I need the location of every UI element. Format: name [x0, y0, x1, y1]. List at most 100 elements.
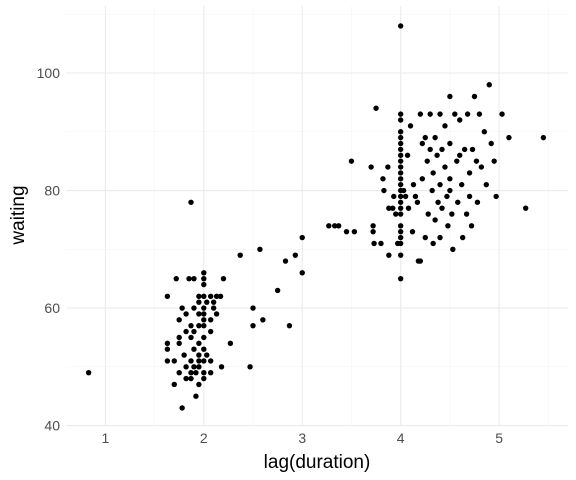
data-point — [282, 258, 289, 264]
data-point — [397, 23, 404, 29]
data-point — [176, 334, 182, 341]
data-point — [397, 164, 404, 170]
data-point — [196, 293, 202, 300]
data-point — [397, 140, 404, 147]
data-point — [427, 146, 433, 153]
data-point — [414, 199, 421, 205]
y-tick-label: 60 — [44, 300, 60, 316]
data-point — [171, 381, 177, 388]
data-point — [201, 293, 207, 300]
data-point — [250, 305, 256, 311]
data-point — [176, 369, 182, 376]
data-point — [391, 193, 397, 200]
data-point — [207, 317, 214, 323]
data-point — [299, 270, 305, 276]
data-point — [188, 369, 194, 376]
data-points — [85, 23, 547, 411]
data-point — [409, 228, 416, 235]
data-point — [437, 234, 443, 241]
data-point — [191, 328, 197, 335]
data-point — [260, 317, 266, 323]
data-point — [486, 82, 492, 88]
data-point — [434, 152, 440, 158]
data-point — [183, 375, 189, 382]
data-point — [173, 275, 179, 282]
data-point — [397, 146, 404, 153]
data-point — [368, 164, 374, 170]
data-point — [478, 164, 485, 170]
y-tick-label: 40 — [44, 418, 60, 434]
data-point — [447, 187, 453, 194]
data-point — [397, 176, 404, 182]
data-point — [444, 193, 450, 200]
data-point — [201, 375, 207, 382]
data-point — [213, 311, 220, 317]
data-point — [432, 217, 438, 223]
data-point — [397, 240, 404, 247]
data-point — [188, 334, 194, 341]
data-point — [191, 346, 197, 352]
data-point — [397, 211, 404, 217]
data-point — [397, 234, 404, 241]
data-point — [220, 275, 227, 282]
data-point — [402, 193, 409, 200]
data-point — [380, 176, 386, 182]
data-point — [417, 258, 424, 264]
data-point — [191, 305, 197, 311]
data-point — [183, 311, 189, 317]
data-point — [207, 328, 214, 335]
data-point — [454, 158, 460, 164]
data-point — [183, 364, 189, 370]
data-point — [378, 240, 384, 247]
data-point — [397, 152, 404, 158]
data-point — [493, 193, 499, 200]
data-point — [476, 111, 483, 117]
data-point — [370, 228, 376, 235]
x-tick-label: 5 — [495, 430, 503, 446]
data-point — [471, 93, 478, 100]
data-point — [442, 123, 448, 129]
data-point — [196, 358, 202, 364]
data-point — [405, 205, 412, 211]
data-point — [397, 199, 404, 205]
data-point — [188, 375, 194, 382]
data-point — [207, 293, 214, 300]
data-point — [218, 364, 225, 370]
data-point — [386, 205, 392, 211]
data-point — [412, 193, 419, 200]
data-point — [381, 187, 387, 194]
data-point — [201, 275, 207, 282]
data-point — [425, 211, 431, 217]
data-point — [437, 181, 443, 188]
panel-background — [66, 6, 568, 425]
data-point — [468, 223, 475, 229]
data-point — [488, 140, 494, 147]
data-point — [522, 205, 529, 211]
grid-minor-lines — [66, 6, 568, 425]
data-point — [427, 111, 433, 117]
data-point — [445, 223, 451, 229]
data-point — [464, 111, 471, 117]
data-point — [439, 205, 445, 211]
data-point — [459, 234, 466, 241]
data-point — [397, 228, 404, 235]
data-point — [499, 111, 505, 117]
data-point — [410, 181, 417, 188]
data-point — [217, 293, 224, 300]
data-point — [474, 199, 481, 205]
data-point — [237, 252, 243, 258]
data-point — [207, 358, 214, 364]
data-point — [183, 328, 189, 335]
data-point — [481, 129, 488, 135]
data-point — [540, 134, 547, 141]
data-point — [299, 234, 305, 241]
data-point — [210, 305, 217, 311]
data-point — [193, 393, 199, 399]
data-point — [452, 111, 458, 117]
data-point — [429, 187, 435, 194]
data-point — [204, 299, 210, 305]
data-point — [447, 176, 453, 182]
data-point — [483, 181, 490, 188]
data-point — [204, 352, 210, 358]
data-point — [207, 369, 214, 376]
